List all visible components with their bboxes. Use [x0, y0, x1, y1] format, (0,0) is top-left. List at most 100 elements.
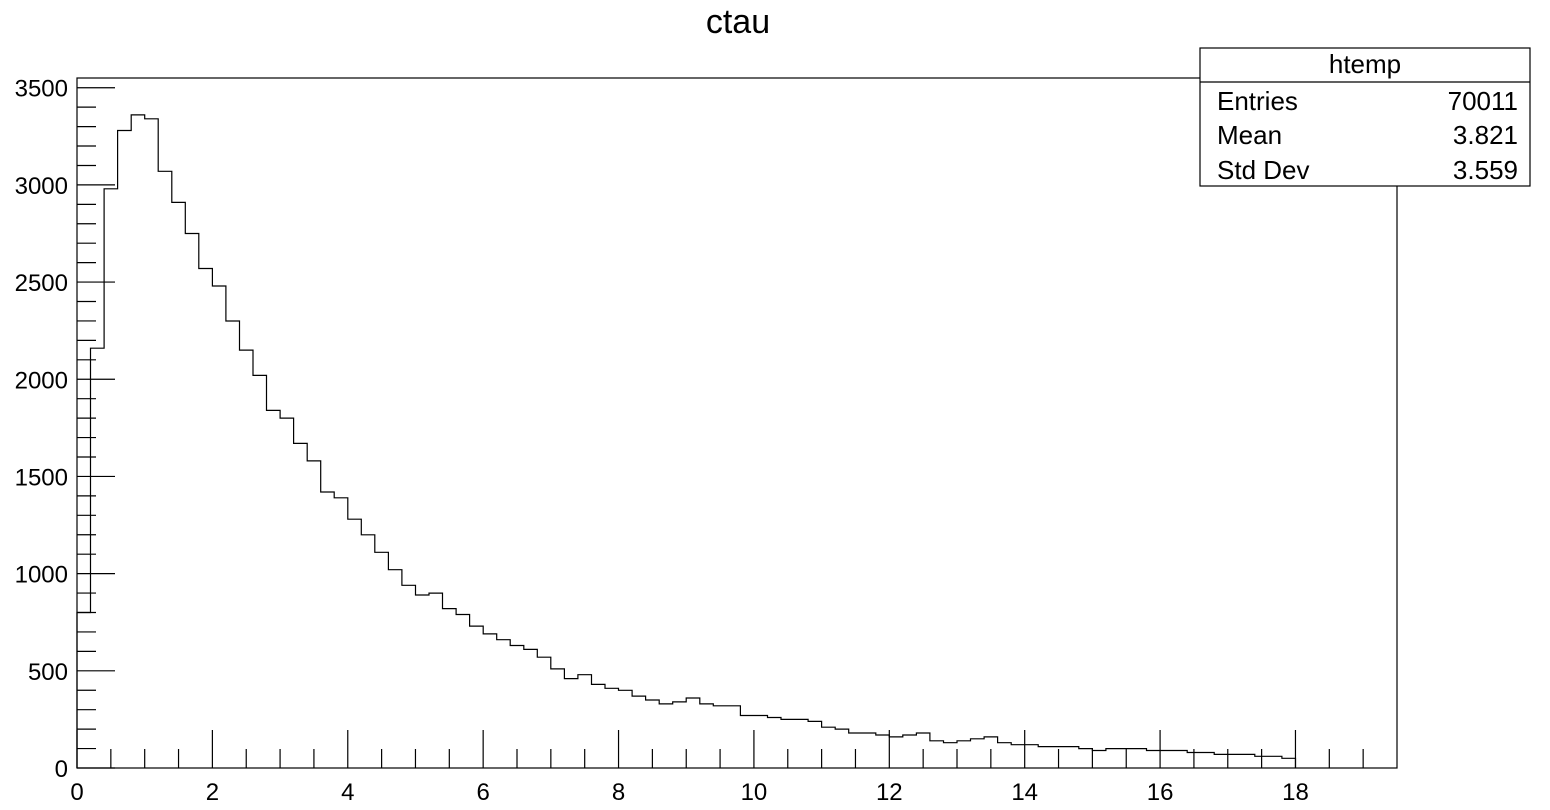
histogram-bin	[226, 321, 240, 768]
histogram-bin	[835, 729, 849, 768]
stats-value-entries: 70011	[1448, 86, 1518, 116]
histogram-bin	[957, 741, 971, 768]
y-axis: 0 500 1000 1500 2000 2500 3000 3500	[15, 76, 115, 783]
histogram-bin	[700, 704, 714, 768]
histogram-bin	[1174, 751, 1188, 768]
histogram-bin	[578, 675, 592, 768]
histogram-bin	[971, 739, 985, 768]
histogram-bin	[1241, 754, 1255, 768]
histogram-bin	[91, 348, 105, 768]
y-tick-label: 2500	[15, 270, 68, 297]
histogram-bin	[903, 735, 917, 768]
histogram-bin	[916, 733, 930, 768]
histogram-bin	[307, 461, 321, 768]
histogram-bin	[740, 716, 754, 768]
histogram-bin	[998, 743, 1012, 768]
histogram-bins	[77, 115, 1295, 768]
y-tick-label: 3000	[15, 173, 68, 200]
histogram-bin	[267, 410, 281, 768]
histogram-bin	[253, 375, 267, 768]
histogram-bin	[1011, 745, 1025, 768]
histogram-bin	[483, 634, 497, 768]
x-tick-label: 14	[1011, 779, 1038, 806]
x-tick-label: 8	[612, 779, 625, 806]
y-tick-label: 3500	[15, 76, 68, 103]
histogram-bin	[1160, 751, 1174, 768]
histogram-bin	[456, 614, 470, 768]
histogram-bin	[185, 233, 199, 768]
histogram-bin	[591, 684, 605, 768]
histogram-bin	[118, 130, 132, 768]
histogram-bin	[781, 719, 795, 768]
x-tick-label: 10	[741, 779, 768, 806]
y-tick-label: 1000	[15, 562, 68, 589]
histogram-bin	[1228, 754, 1242, 768]
histogram-bin	[1147, 751, 1161, 768]
histogram-bin	[321, 492, 335, 768]
x-tick-label: 6	[476, 779, 489, 806]
histogram-bin	[388, 570, 402, 768]
y-tick-label: 1500	[15, 464, 68, 491]
histogram-bin	[429, 593, 443, 768]
histogram-bin	[443, 609, 457, 768]
histogram-bin	[605, 688, 619, 768]
histogram-bin	[984, 737, 998, 768]
histogram-bin	[727, 706, 741, 768]
histogram-bin	[239, 350, 253, 768]
histogram-bin	[348, 519, 362, 768]
histogram-bin	[361, 535, 375, 768]
histogram-bin	[104, 189, 118, 768]
histogram-bin	[849, 733, 863, 768]
histogram-bin	[280, 418, 294, 768]
histogram-bin	[1187, 752, 1201, 768]
histogram-bin	[1092, 751, 1106, 768]
histogram-bin	[375, 552, 389, 768]
histogram-bin	[145, 119, 159, 768]
histogram-bin	[822, 727, 836, 768]
histogram-bin	[1255, 756, 1269, 768]
histogram-bin	[524, 649, 538, 768]
histogram-bin	[673, 702, 687, 768]
stats-value-mean: 3.821	[1453, 120, 1518, 150]
x-tick-label: 4	[341, 779, 354, 806]
histogram-bin	[1106, 749, 1120, 768]
histogram-bin	[158, 171, 172, 768]
histogram-bin	[619, 690, 633, 768]
stats-title: htemp	[1329, 49, 1401, 79]
x-tick-label: 12	[876, 779, 903, 806]
histogram-bin	[754, 716, 768, 768]
stats-label-entries: Entries	[1217, 86, 1298, 116]
x-tick-label: 16	[1147, 779, 1174, 806]
histogram-bin	[862, 733, 876, 768]
histogram-bin	[1025, 745, 1039, 768]
histogram-bin	[659, 704, 673, 768]
histogram-bin	[1119, 749, 1133, 768]
histogram-bin	[943, 743, 957, 768]
histogram-bin	[1065, 747, 1079, 768]
y-tick-label: 500	[28, 659, 68, 686]
x-tick-label: 0	[70, 779, 83, 806]
histogram-bin	[1038, 747, 1052, 768]
histogram-bin	[713, 706, 727, 768]
histogram-bin	[889, 737, 903, 768]
histogram-bin	[876, 735, 890, 768]
histogram-bin	[767, 717, 781, 768]
histogram-bin	[212, 286, 226, 768]
y-tick-label: 2000	[15, 367, 68, 394]
histogram-bin	[415, 595, 429, 768]
histogram-bin	[77, 613, 91, 768]
histogram-bin	[808, 721, 822, 768]
histogram-bin	[564, 679, 578, 768]
histogram-bin	[646, 700, 660, 768]
histogram-bin	[795, 719, 809, 768]
histogram-bin	[551, 669, 565, 768]
histogram-bin	[930, 741, 944, 768]
histogram-bin	[470, 626, 484, 768]
histogram-bin	[402, 585, 416, 768]
histogram-bin	[1201, 752, 1215, 768]
stats-box-frame	[1199, 47, 1531, 187]
stats-box: htemp Entries 70011 Mean 3.821 Std Dev 3…	[1199, 47, 1531, 187]
histogram-bin	[1282, 758, 1296, 768]
chart-title: ctau	[706, 3, 770, 41]
